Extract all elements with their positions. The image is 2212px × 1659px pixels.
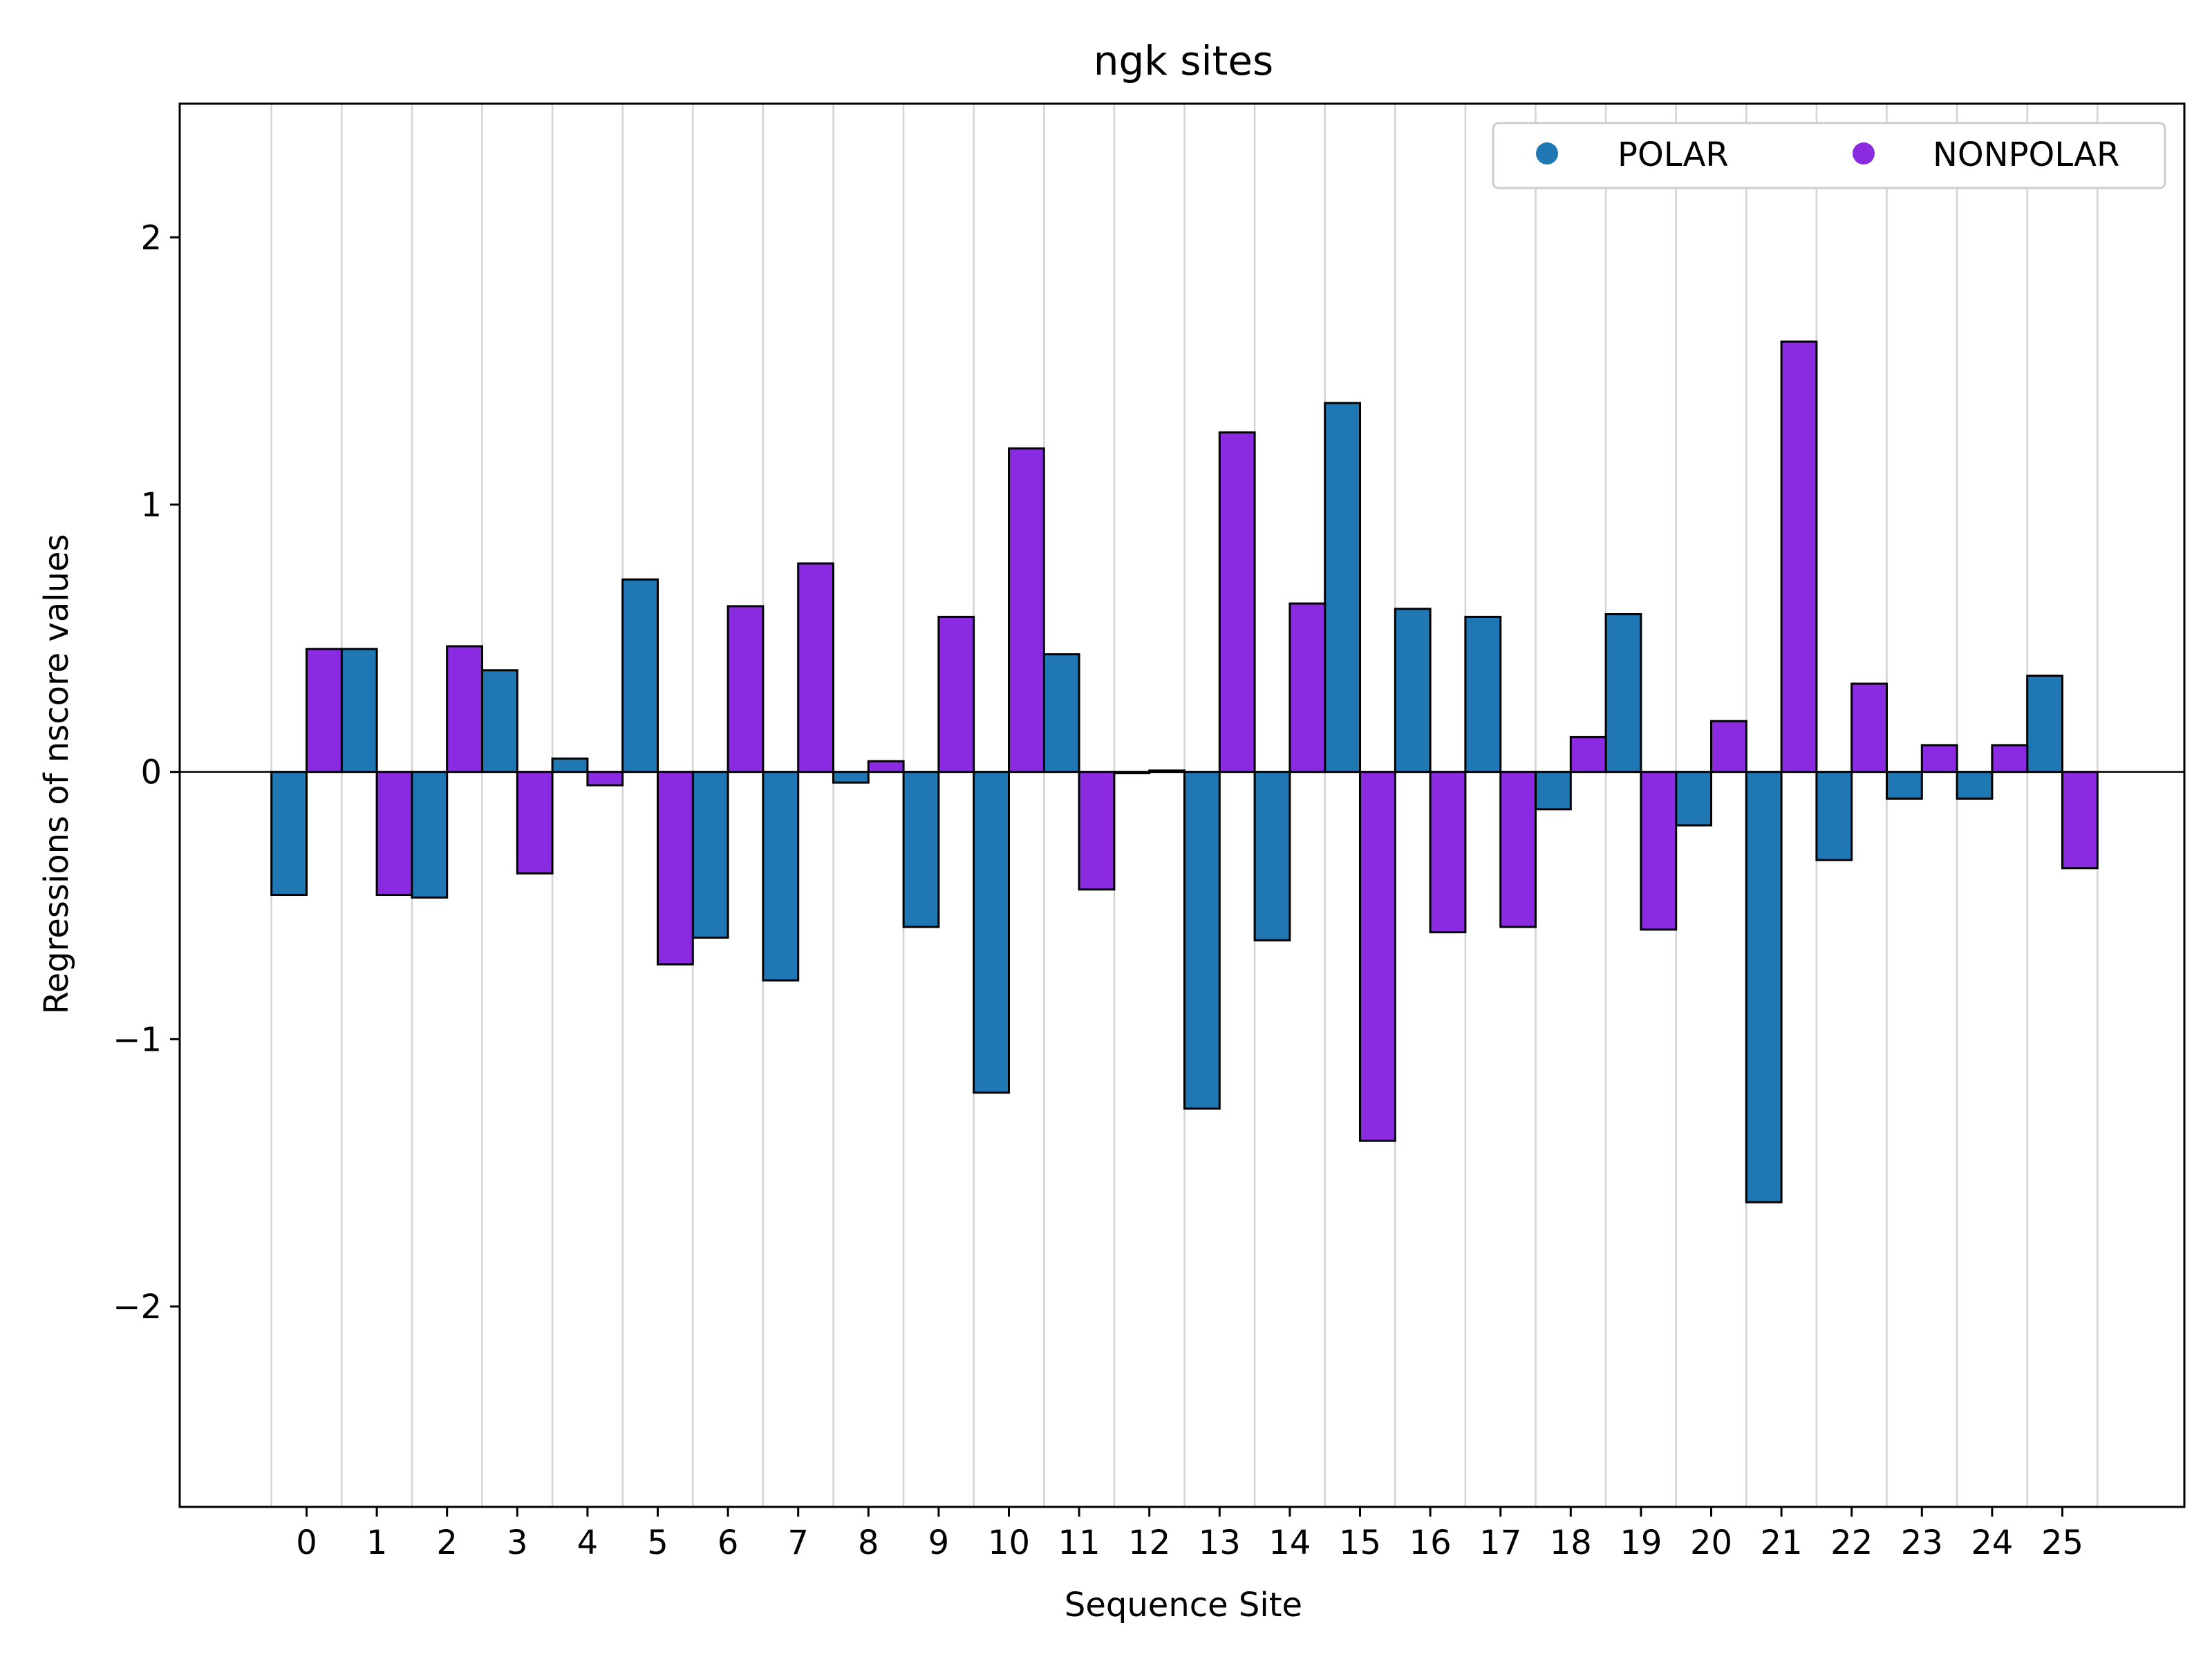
bar-nonpolar-6 [727,605,765,774]
y-tick-label: 1 [140,486,162,525]
x-tick-label: 21 [1761,1524,1803,1562]
bar-polar-8 [832,771,870,784]
x-tick-label: 20 [1690,1524,1732,1562]
x-tick-label: 0 [296,1524,317,1562]
bar-polar-0 [270,771,308,897]
y-tick-label: 2 [140,218,162,257]
bar-polar-9 [902,771,940,928]
y-tick-label: −2 [113,1288,162,1327]
bar-nonpolar-3 [516,771,554,875]
x-axis-label: Sequence Site [1065,1586,1302,1624]
y-axis-label: Regressions of nscore values [37,534,76,1014]
bar-polar-4 [551,757,589,774]
y-tick-label: 0 [140,753,162,792]
bar-nonpolar-8 [867,760,905,774]
bar-polar-7 [762,771,800,982]
x-tick-label: 15 [1339,1524,1381,1562]
x-tick-label: 16 [1409,1524,1452,1562]
bar-nonpolar-22 [1850,682,1888,774]
bar-polar-14 [1253,771,1291,941]
bar-nonpolar-2 [446,645,484,774]
bar-nonpolar-10 [1008,447,1045,774]
bar-nonpolar-19 [1640,771,1678,931]
bar-polar-10 [973,771,1010,1094]
y-axis: −2 −1 0 1 2 [113,218,180,1327]
bar-polar-19 [1604,613,1642,774]
bar-nonpolar-21 [1780,340,1818,774]
bar-nonpolar-18 [1569,735,1607,774]
bar-nonpolar-11 [1078,771,1116,891]
x-tick-label: 12 [1128,1524,1170,1562]
x-tick-label: 1 [366,1524,388,1562]
legend-box [1492,122,2166,189]
x-tick-label: 2 [436,1524,458,1562]
bar-nonpolar-5 [657,771,694,966]
bar-nonpolar-20 [1710,720,1747,774]
bar-polar-25 [2026,674,2063,774]
bar-polar-18 [1535,771,1572,811]
x-tick-label: 22 [1830,1524,1873,1562]
legend-label-nonpolar: NONPOLAR [1933,135,2119,174]
bar-nonpolar-24 [1991,744,2029,774]
x-tick-label: 10 [988,1524,1030,1562]
chart-title: ngk sites [1094,37,1274,84]
bar-polar-2 [411,771,449,899]
legend: POLAR NONPOLAR [1492,122,2166,189]
x-tick-label: 25 [2041,1524,2083,1562]
x-tick-label: 23 [1901,1524,1943,1562]
bar-polar-5 [621,578,659,774]
bar-nonpolar-14 [1288,602,1327,774]
legend-marker-nonpolar [1853,142,1875,165]
bar-nonpolar-16 [1429,771,1467,934]
x-tick-label: 6 [718,1524,739,1562]
bar-nonpolar-4 [586,771,624,787]
x-tick-label: 18 [1550,1524,1592,1562]
bar-polar-16 [1394,608,1432,774]
x-tick-label: 14 [1268,1524,1311,1562]
bar-polar-13 [1183,771,1221,1110]
x-tick-label: 19 [1620,1524,1662,1562]
bar-polar-11 [1042,653,1080,774]
bar-polar-6 [691,771,729,939]
x-tick-label: 24 [1971,1524,2013,1562]
legend-marker-polar [1536,142,1558,165]
legend-label-polar: POLAR [1618,135,1729,174]
x-tick-label: 13 [1199,1524,1241,1562]
x-tick-label: 11 [1058,1524,1100,1562]
x-tick-label: 17 [1479,1524,1521,1562]
x-tick-label: 9 [928,1524,950,1562]
x-tick-label: 5 [647,1524,668,1562]
x-axis: 0 1 2 3 4 5 6 7 8 9 10 11 12 13 14 15 16 17 18 19 20 21 22 23 24… [296,1507,2083,1562]
bars [270,340,2099,1203]
bar-nonpolar-15 [1359,771,1396,1142]
bar-nonpolar-0 [306,648,343,774]
x-tick-label: 7 [787,1524,809,1562]
bar-polar-22 [1815,771,1853,861]
bar-nonpolar-9 [937,615,975,774]
bar-nonpolar-1 [375,771,413,897]
bar-nonpolar-17 [1499,771,1537,928]
bar-nonpolar-25 [2061,771,2099,870]
bar-polar-21 [1745,771,1783,1203]
bar-polar-24 [1956,771,1994,800]
x-tick-label: 4 [577,1524,599,1562]
bar-polar-23 [1886,771,1923,800]
bar-nonpolar-7 [797,562,834,774]
bar-nonpolar-13 [1218,431,1256,774]
bar-polar-17 [1464,615,1502,774]
bar-polar-20 [1675,771,1712,827]
bar-nonpolar-23 [1920,744,1958,774]
bar-polar-1 [340,648,378,774]
bar-polar-3 [481,669,518,774]
y-tick-label: −1 [113,1020,162,1059]
x-tick-label: 8 [858,1524,879,1562]
x-tick-label: 3 [507,1524,528,1562]
plot-frame [178,102,2186,1508]
bar-polar-15 [1324,402,1361,774]
